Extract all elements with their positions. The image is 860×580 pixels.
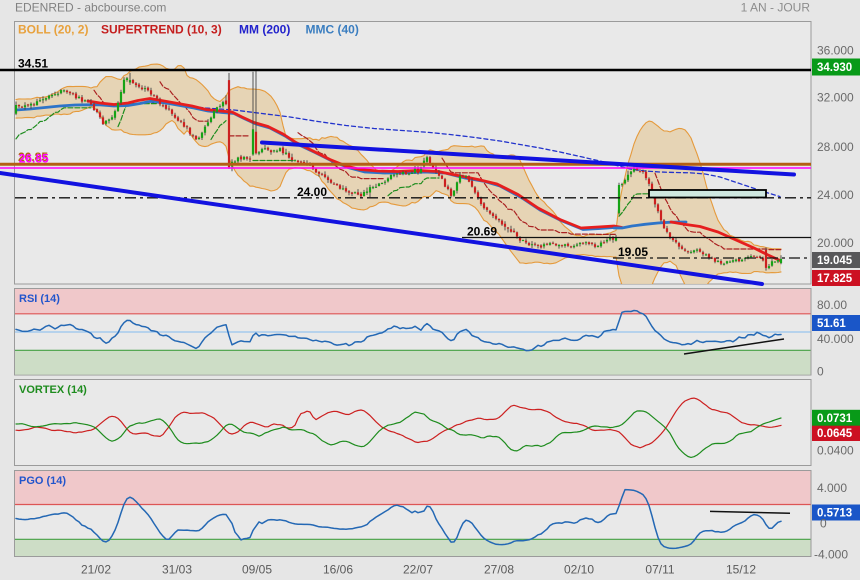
svg-text:24.000: 24.000 bbox=[817, 188, 854, 202]
svg-text:24.00: 24.00 bbox=[297, 185, 327, 199]
svg-text:19.05: 19.05 bbox=[618, 245, 648, 259]
svg-text:16/06: 16/06 bbox=[323, 563, 353, 577]
svg-text:34.930: 34.930 bbox=[817, 62, 852, 74]
svg-text:RSI (14): RSI (14) bbox=[19, 293, 60, 305]
svg-text:27/08: 27/08 bbox=[484, 563, 514, 577]
svg-text:36.000: 36.000 bbox=[817, 43, 854, 57]
svg-text:0.0731: 0.0731 bbox=[817, 413, 853, 425]
svg-text:0.0400: 0.0400 bbox=[817, 443, 854, 457]
svg-text:40.000: 40.000 bbox=[817, 332, 854, 346]
svg-text:26.85: 26.85 bbox=[19, 152, 49, 166]
svg-text:4.000: 4.000 bbox=[817, 481, 847, 495]
svg-text:0.0645: 0.0645 bbox=[817, 428, 853, 440]
svg-text:32.000: 32.000 bbox=[817, 90, 854, 104]
svg-text:80.00: 80.00 bbox=[817, 298, 847, 312]
svg-text:28.000: 28.000 bbox=[817, 140, 854, 154]
svg-text:1 AN - JOUR: 1 AN - JOUR bbox=[741, 1, 811, 15]
svg-text:15/12: 15/12 bbox=[726, 563, 756, 577]
svg-text:VORTEX (14): VORTEX (14) bbox=[19, 384, 87, 396]
svg-text:22/07: 22/07 bbox=[403, 563, 433, 577]
svg-text:MMC (40): MMC (40) bbox=[306, 23, 359, 37]
svg-text:MM (200): MM (200) bbox=[239, 23, 290, 37]
svg-text:51.61: 51.61 bbox=[817, 318, 846, 330]
svg-text:PGO (14): PGO (14) bbox=[19, 475, 66, 487]
svg-text:0: 0 bbox=[820, 516, 827, 530]
svg-text:31/03: 31/03 bbox=[162, 563, 192, 577]
svg-text:26.85: 26.85 bbox=[18, 150, 48, 164]
svg-text:20.000: 20.000 bbox=[817, 236, 854, 250]
svg-text:-4.000: -4.000 bbox=[814, 547, 848, 561]
svg-text:SUPERTREND (10, 3): SUPERTREND (10, 3) bbox=[101, 23, 222, 37]
svg-text:07/11: 07/11 bbox=[645, 563, 674, 577]
svg-text:BOLL (20, 2): BOLL (20, 2) bbox=[18, 23, 88, 37]
svg-text:17.825: 17.825 bbox=[817, 273, 853, 285]
svg-text:21/02: 21/02 bbox=[81, 563, 111, 577]
svg-text:0: 0 bbox=[817, 364, 824, 378]
svg-text:02/10: 02/10 bbox=[564, 563, 594, 577]
svg-text:09/05: 09/05 bbox=[242, 563, 272, 577]
svg-text:19.045: 19.045 bbox=[817, 255, 853, 267]
svg-text:0.5713: 0.5713 bbox=[817, 508, 852, 520]
svg-text:20.69: 20.69 bbox=[467, 225, 497, 239]
svg-text:34.51: 34.51 bbox=[18, 57, 48, 71]
svg-text:EDENRED - abcbourse.com: EDENRED - abcbourse.com bbox=[15, 1, 166, 15]
